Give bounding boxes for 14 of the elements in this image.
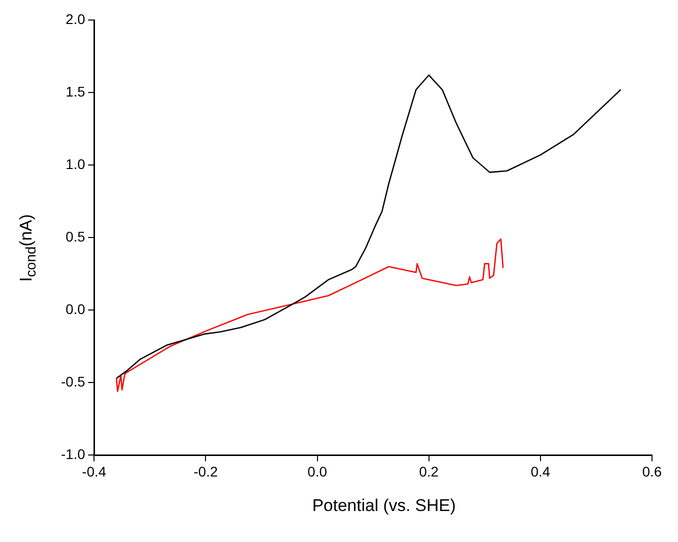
y-tick-label: 2.0 bbox=[66, 10, 86, 27]
y-tick-label: 1.0 bbox=[66, 156, 86, 172]
x-tick-label: -0.4 bbox=[82, 463, 106, 480]
y-tick-label: -0.5 bbox=[61, 374, 86, 390]
x-tick-label: 0.0 bbox=[308, 463, 328, 480]
y-tick-label: -1.0 bbox=[61, 446, 86, 462]
y-tick-label: 1.5 bbox=[66, 83, 86, 100]
y-tick-label: 0.5 bbox=[66, 228, 86, 244]
x-axis-title: Potential (vs. SHE) bbox=[311, 496, 457, 516]
x-tick-label: 0.4 bbox=[530, 463, 550, 480]
x-tick-label: -0.2 bbox=[194, 463, 218, 480]
y-tick-label: 0.0 bbox=[66, 300, 86, 317]
x-tick-label: 0.2 bbox=[419, 463, 439, 480]
x-tick-label: 0.6 bbox=[642, 463, 662, 480]
